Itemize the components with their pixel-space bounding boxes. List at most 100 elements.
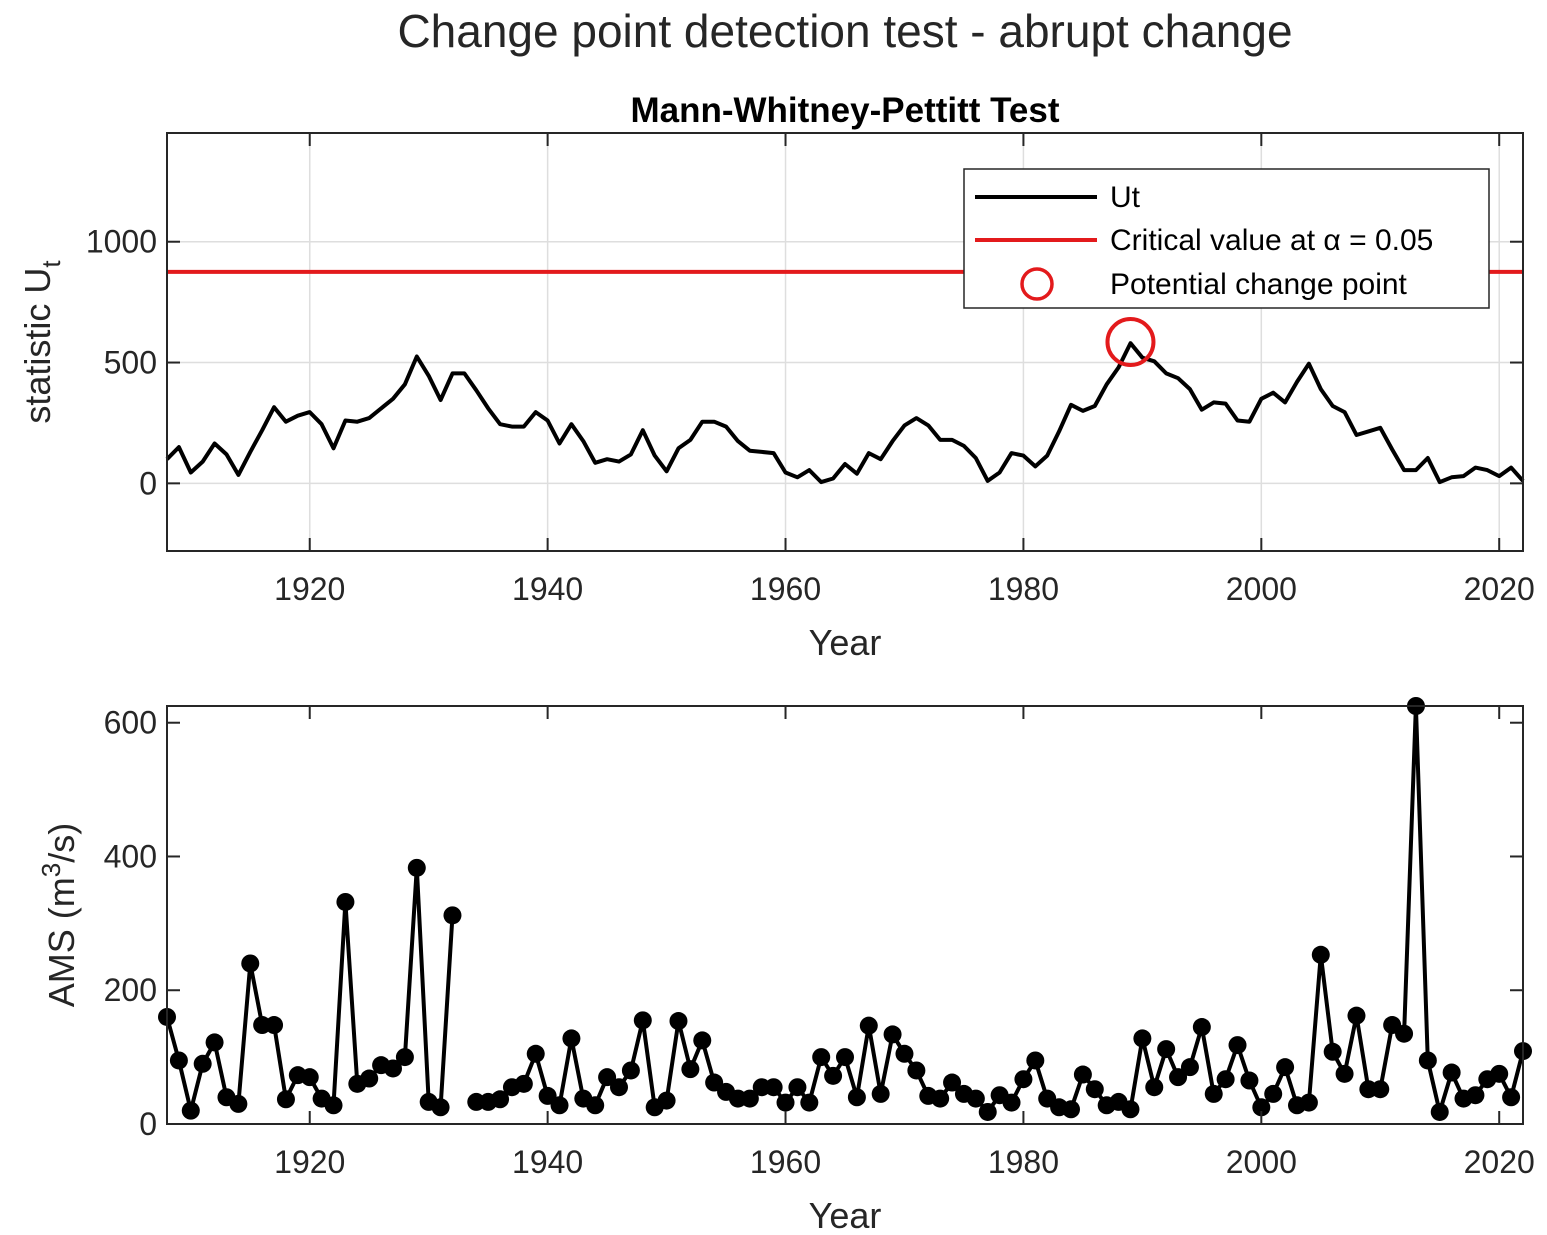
- ams-point: [669, 1012, 688, 1031]
- ams-point: [1121, 1100, 1140, 1119]
- ams-ytick-label: 400: [104, 838, 157, 874]
- ams-ytick-label: 600: [104, 705, 157, 741]
- ut-line: [165, 341, 1525, 485]
- ams-ticks: 1920 1940 1960 1980 2000 2020 0 200 400 600: [104, 705, 1535, 1180]
- ams-point: [788, 1078, 807, 1097]
- pettitt-xtick-label: 2000: [1226, 571, 1297, 607]
- ut-series: [165, 341, 1525, 485]
- ams-point: [1240, 1071, 1259, 1090]
- pettitt-ytick-label: 1000: [86, 224, 157, 260]
- ams-point: [336, 892, 355, 911]
- ams-point: [526, 1044, 545, 1063]
- ams-xtick-label: 1960: [750, 1144, 821, 1180]
- ams-xtick-label: 1940: [512, 1144, 583, 1180]
- ams-point: [1228, 1036, 1247, 1055]
- ams-xtick-label: 2000: [1226, 1144, 1297, 1180]
- ams-point: [384, 1059, 402, 1078]
- ams-xtick-label: 1920: [274, 1144, 345, 1180]
- pettitt-xtick-label: 1920: [274, 571, 345, 607]
- ams-xtick-label: 2020: [1464, 1144, 1535, 1180]
- ams-ytick-label: 0: [139, 1106, 157, 1142]
- ams-xtick-label: 1980: [988, 1144, 1059, 1180]
- ams-point: [693, 1031, 712, 1050]
- ams-point: [657, 1091, 676, 1110]
- pettitt-xtick-label: 1940: [512, 571, 583, 607]
- ams-point: [1430, 1102, 1449, 1121]
- ams-point: [1145, 1078, 1164, 1097]
- ams-point: [978, 1102, 997, 1121]
- ams-point: [1323, 1042, 1342, 1061]
- ams-point: [1335, 1064, 1354, 1083]
- ams-point: [824, 1066, 843, 1085]
- ams-point: [1014, 1070, 1033, 1089]
- legend: Ut Critical value at α = 0.05 Potential …: [963, 168, 1490, 309]
- ams-point: [1418, 1051, 1437, 1070]
- ams-point: [181, 1101, 200, 1120]
- ams-point: [265, 1016, 284, 1035]
- ams-point: [895, 1044, 914, 1063]
- ams-point: [1502, 1088, 1521, 1107]
- ams-point: [836, 1048, 854, 1067]
- ams-point: [1442, 1063, 1461, 1082]
- ams-point: [407, 858, 426, 877]
- legend-ut-label: Ut: [1110, 181, 1141, 214]
- ams-point: [859, 1016, 878, 1035]
- change-point-circle: [1105, 317, 1156, 367]
- ams-point: [812, 1048, 831, 1067]
- ams-point: [300, 1068, 319, 1087]
- ams-point: [871, 1084, 890, 1103]
- ams-point: [598, 1068, 617, 1087]
- ams-point: [633, 1011, 652, 1030]
- legend-change-point-label: Potential change point: [1110, 268, 1408, 301]
- ams-point: [1073, 1065, 1092, 1084]
- pettitt-ytick-label: 500: [104, 345, 157, 381]
- pettitt-ticks: 1920 1940 1960 1980 2000 2020 0 500 1000: [86, 133, 1535, 607]
- pettitt-panel-title: Mann-Whitney-Pettitt Test: [630, 91, 1059, 130]
- pettitt-y-axis-label: statistic Ut: [17, 260, 66, 424]
- ams-point: [241, 954, 260, 973]
- ams-point: [1180, 1058, 1199, 1077]
- ams-point: [431, 1098, 450, 1117]
- ams-point: [229, 1094, 248, 1113]
- ams-point: [931, 1089, 950, 1108]
- ams-point: [550, 1096, 569, 1115]
- ams-point: [1169, 1068, 1188, 1087]
- ams-point: [1466, 1086, 1485, 1105]
- ams-point: [776, 1093, 795, 1112]
- ams-point: [1002, 1093, 1021, 1112]
- pettitt-axes-box: [166, 132, 1524, 552]
- ams-point: [1157, 1040, 1176, 1059]
- ams-point: [514, 1074, 533, 1093]
- ams-point: [740, 1089, 759, 1108]
- ams-point: [621, 1061, 640, 1080]
- ams-point: [1133, 1029, 1152, 1048]
- ams-point: [1252, 1098, 1271, 1117]
- ams-x-axis-label: Year: [809, 1195, 882, 1235]
- ams-ytick-label: 200: [104, 972, 157, 1008]
- ams-point: [847, 1088, 866, 1107]
- ams-point: [681, 1060, 700, 1079]
- pettitt-panel: Mann-Whitney-Pettitt Test 1920 1940 1960 19…: [17, 91, 1535, 663]
- figure-title: Change point detection test - abrupt cha…: [397, 5, 1292, 57]
- pettitt-ytick-label: 0: [139, 465, 157, 501]
- ams-point: [586, 1096, 605, 1115]
- pettitt-xtick-label: 1980: [988, 571, 1059, 607]
- ams-point: [1026, 1051, 1045, 1070]
- ams-point: [562, 1029, 581, 1048]
- ams-point: [1371, 1080, 1390, 1099]
- ams-point: [169, 1051, 188, 1070]
- ams-markers: [158, 697, 1532, 1121]
- ams-point: [324, 1096, 343, 1115]
- pettitt-xtick-label: 2020: [1464, 571, 1535, 607]
- ams-point: [1299, 1093, 1318, 1112]
- legend-critical-label: Critical value at α = 0.05: [1110, 224, 1433, 257]
- ams-point: [491, 1090, 510, 1109]
- ams-point: [193, 1054, 212, 1073]
- ams-point: [800, 1093, 819, 1112]
- pettitt-xtick-label: 1960: [750, 571, 821, 607]
- ams-point: [360, 1069, 379, 1088]
- ams-point: [764, 1078, 783, 1097]
- ams-point: [1216, 1070, 1235, 1089]
